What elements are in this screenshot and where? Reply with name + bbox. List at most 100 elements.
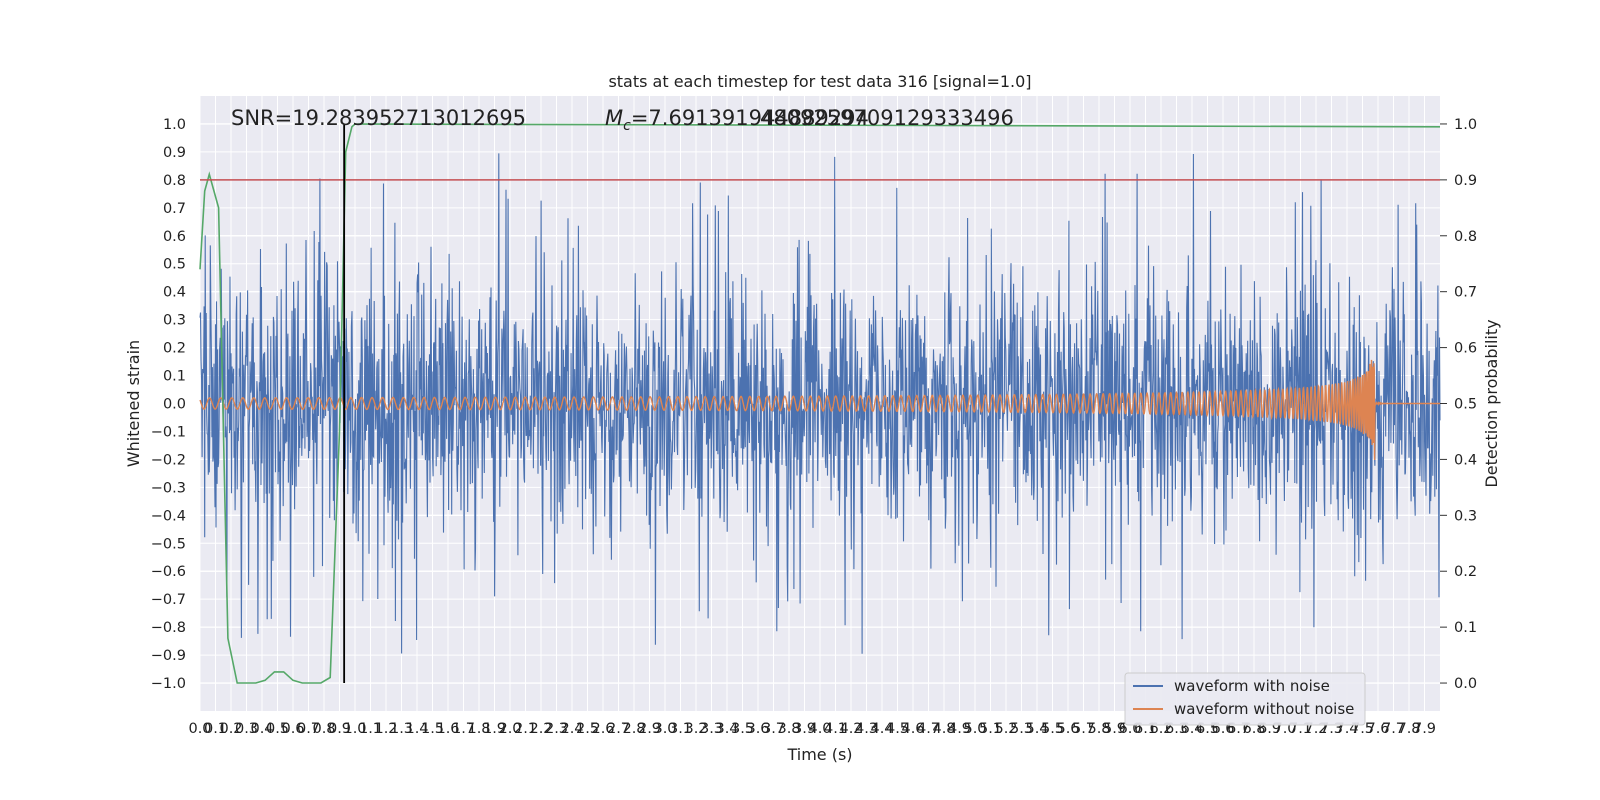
y2-axis-label: Detection probability	[1482, 319, 1501, 487]
legend-box	[1124, 672, 1366, 726]
x-tick-label: 5.2	[994, 721, 1017, 737]
y-tick-label: 0.0	[163, 397, 186, 413]
y2-tick-label: 0.3	[1454, 508, 1477, 524]
y-tick-label: 0.2	[163, 341, 186, 357]
x-tick-label: 4.4	[870, 721, 893, 737]
legend-label-clean: waveform without noise	[1174, 700, 1354, 718]
x-tick-label: 4.2	[839, 721, 862, 737]
x-tick-label: 0.9	[328, 721, 351, 737]
x-tick-label: 1.2	[374, 721, 397, 737]
x-tick-label: 5.6	[1056, 721, 1079, 737]
y2-tick-label: 0.5	[1454, 397, 1477, 413]
x-tick-label: 7.7	[1382, 721, 1405, 737]
y-tick-label: −0.9	[151, 648, 186, 664]
waveform-with-noise-line	[199, 153, 1441, 654]
y-tick-label: 0.4	[163, 285, 186, 301]
y2-tick-label: 0.1	[1454, 620, 1477, 636]
x-tick-label: 3.7	[762, 721, 785, 737]
x-tick-label: 2.6	[591, 721, 614, 737]
y-tick-label: −1.0	[151, 676, 186, 692]
legend-label-noise: waveform with noise	[1174, 677, 1330, 695]
x-tick-label: 2.4	[560, 721, 583, 737]
x-tick-label: 4.1	[824, 721, 847, 737]
y2-tick-label: 0.0	[1454, 676, 1477, 692]
y-tick-label: 1.0	[163, 117, 186, 133]
y2-tick-label: 0.8	[1454, 229, 1477, 245]
x-tick-label: 5.9	[1103, 721, 1126, 737]
x-tick-label: 1.9	[483, 721, 506, 737]
x-tick-label: 4.0	[808, 721, 831, 737]
x-tick-label: 0.3	[235, 721, 258, 737]
x-tick-label: 0.1	[204, 721, 227, 737]
y-tick-label: 0.5	[163, 257, 186, 273]
mc-symbol: M	[605, 106, 623, 130]
x-tick-label: 4.5	[886, 721, 909, 737]
x-tick-label: 3.2	[684, 721, 707, 737]
y-tick-label: −0.2	[151, 452, 186, 468]
x-tick-label: 4.7	[917, 721, 940, 737]
y-tick-label: −0.5	[151, 536, 186, 552]
x-axis-label: Time (s)	[786, 745, 852, 764]
x-tick-label: 2.3	[545, 721, 568, 737]
y-tick-label: −0.3	[151, 480, 186, 496]
x-tick-label: 2.2	[529, 721, 552, 737]
x-tick-label: 1.1	[359, 721, 382, 737]
mc-subscript: c	[623, 118, 631, 134]
y-axis-ticks: 1.0 0.9 0.8 0.7 0.6 0.5 0.4 0.3 0.2 0.1 0.0 −0.1 −0.…	[151, 117, 186, 692]
x-tick-label: 5.0	[963, 721, 986, 737]
y-tick-label: −0.1	[151, 424, 186, 440]
x-tick-label: 1.5	[421, 721, 444, 737]
x-tick-label: 3.3	[700, 721, 723, 737]
y-tick-label: 0.9	[163, 145, 186, 161]
y-tick-label: −0.7	[151, 592, 186, 608]
y-tick-label: 0.1	[163, 369, 186, 385]
y-tick-label: −0.6	[151, 564, 186, 580]
y-axis-label: Whitened strain	[124, 340, 143, 467]
y2-tick-label: 0.4	[1454, 452, 1477, 468]
x-tick-label: 1.8	[467, 721, 490, 737]
x-tick-label: 3.5	[731, 721, 754, 737]
x-tick-label: 5.3	[1010, 721, 1033, 737]
y2-tick-label: 0.6	[1454, 341, 1477, 357]
chart-title: stats at each timestep for test data 316…	[608, 72, 1031, 91]
x-tick-label: 3.8	[777, 721, 800, 737]
y-tick-label: 0.3	[163, 313, 186, 329]
x-tick-label: 5.5	[1041, 721, 1064, 737]
x-tick-label: 5.1	[979, 721, 1002, 737]
y-tick-label: −0.4	[151, 508, 186, 524]
x-tick-label: 2.0	[498, 721, 521, 737]
x-tick-label: 1.6	[436, 721, 459, 737]
x-tick-label: 3.0	[653, 721, 676, 737]
x-tick-label: 4.8	[932, 721, 955, 737]
x-tick-label: 5.7	[1072, 721, 1095, 737]
x-tick-label: 7.6	[1366, 721, 1389, 737]
legend: waveform with noise waveform without noi…	[1124, 672, 1366, 726]
x-tick-label: 4.3	[855, 721, 878, 737]
y-tick-label: 0.7	[163, 201, 186, 217]
x-tick-label: 5.8	[1087, 721, 1110, 737]
y2-tick-label: 0.7	[1454, 285, 1477, 301]
x-tick-label: 3.9	[793, 721, 816, 737]
x-tick-label: 4.9	[948, 721, 971, 737]
x-tick-label: 4.6	[901, 721, 924, 737]
overlays	[200, 123, 1440, 684]
series-waveform-without-noise	[199, 359, 1440, 461]
x-tick-label: 1.7	[452, 721, 475, 737]
y2-tick-label: 0.9	[1454, 173, 1477, 189]
mc-overlap-annotation: 4809259709129333496	[760, 106, 1014, 130]
x-tick-label: 2.8	[622, 721, 645, 737]
x-tick-label: 3.6	[746, 721, 769, 737]
x-tick-label: 2.7	[607, 721, 630, 737]
x-tick-label: 0.5	[266, 721, 289, 737]
x-tick-label: 0.8	[312, 721, 335, 737]
x-tick-label: 5.4	[1025, 721, 1048, 737]
y-tick-label: −0.8	[151, 620, 186, 636]
x-tick-label: 2.5	[576, 721, 599, 737]
x-tick-label: 0.0	[188, 721, 211, 737]
x-tick-label: 0.4	[250, 721, 273, 737]
mc-annotation: Mc=7.691391944889294	[605, 106, 869, 134]
x-tick-label: 0.6	[281, 721, 304, 737]
snr-annotation: SNR=19.283952713012695	[231, 106, 526, 130]
x-tick-label: 0.7	[297, 721, 320, 737]
